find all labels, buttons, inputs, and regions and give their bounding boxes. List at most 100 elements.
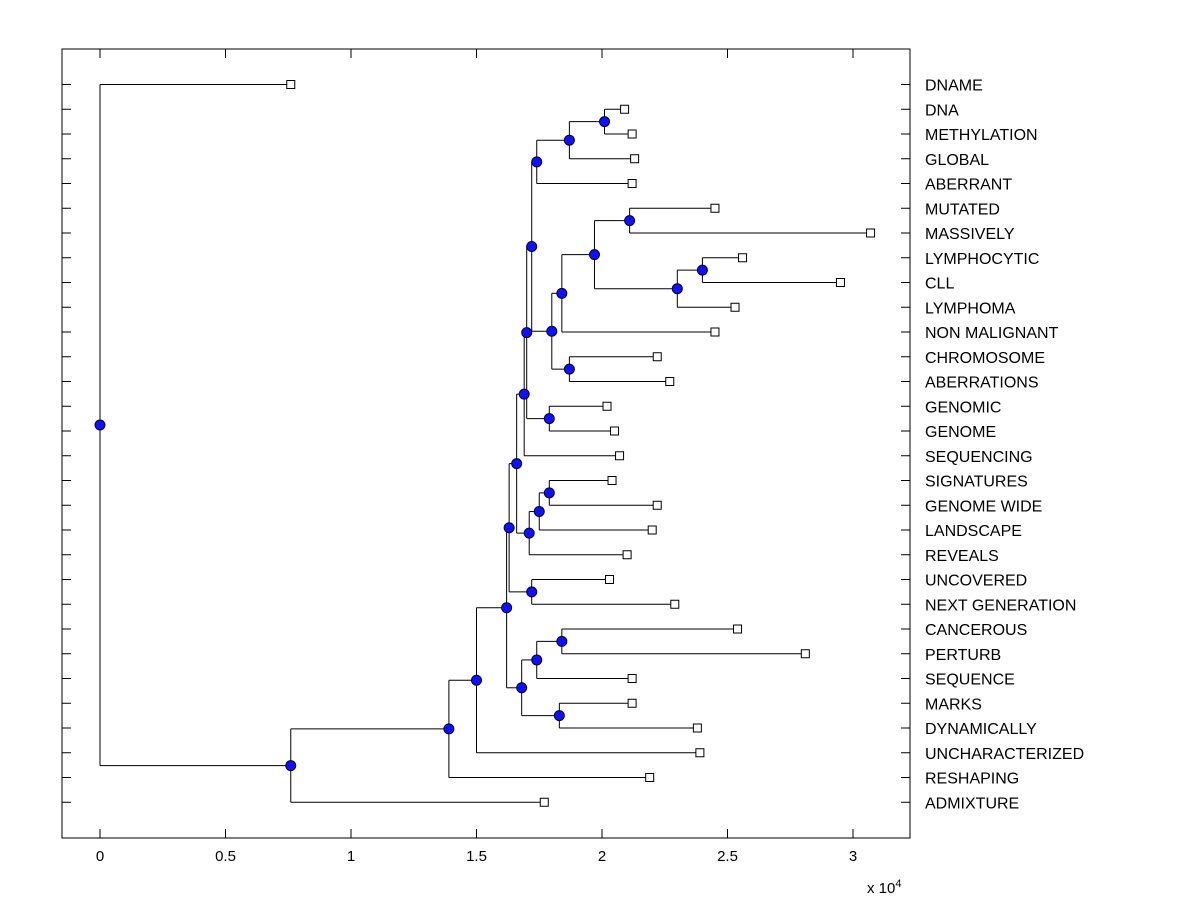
leaf-marker bbox=[695, 748, 705, 758]
x-tick-labels: 0 0.5 1 1.5 2 2.5 3 bbox=[96, 848, 857, 865]
leaf-marker bbox=[738, 253, 748, 263]
leaf-marker bbox=[647, 525, 657, 535]
internal-node bbox=[531, 654, 543, 666]
leaf-label: RESHAPING bbox=[925, 771, 1019, 788]
leaf-marker bbox=[286, 80, 296, 89]
leaf-label: CLL bbox=[925, 276, 954, 293]
internal-node bbox=[671, 283, 683, 295]
internal-node bbox=[624, 215, 636, 227]
leaf-label: PERTURB bbox=[925, 647, 1001, 664]
leaf-label: DYNAMICALLY bbox=[925, 721, 1037, 738]
internal-node bbox=[518, 388, 530, 400]
leaf-marker bbox=[539, 797, 549, 807]
x-tick-label: 2 bbox=[598, 848, 606, 865]
leaf-marker bbox=[627, 179, 637, 188]
leaf-label: DNA bbox=[925, 102, 959, 119]
leaf-label: UNCOVERED bbox=[925, 573, 1027, 590]
leaf-label: SEQUENCE bbox=[925, 672, 1015, 689]
leaf-label: UNCHARACTERIZED bbox=[925, 746, 1084, 763]
leaf-label: GENOMIC bbox=[925, 399, 1001, 416]
leaf-label: REVEALS bbox=[925, 548, 999, 565]
leaf-marker bbox=[605, 575, 615, 584]
x-tick-label: 0 bbox=[96, 848, 104, 865]
internal-node bbox=[563, 134, 575, 146]
leaf-marker bbox=[627, 129, 637, 139]
x-tick-label: 1.5 bbox=[466, 848, 487, 865]
internal-node bbox=[588, 249, 600, 261]
internal-node bbox=[526, 241, 538, 253]
internal-node bbox=[553, 710, 565, 722]
internal-node bbox=[516, 682, 528, 694]
leaf-marker bbox=[610, 426, 620, 436]
internal-node bbox=[543, 487, 555, 499]
leaf-label: GLOBAL bbox=[925, 152, 989, 169]
internal-node bbox=[443, 723, 455, 735]
internal-node bbox=[556, 287, 568, 299]
leaf-marker bbox=[645, 773, 655, 782]
leaf-label: DNAME bbox=[925, 78, 983, 95]
internal-nodes bbox=[94, 116, 708, 772]
leaf-marker bbox=[800, 649, 810, 659]
leaf-marker bbox=[602, 401, 612, 411]
leaf-marker bbox=[652, 352, 662, 362]
leaf-marker bbox=[710, 327, 720, 337]
leaf-label: ADMIXTURE bbox=[925, 795, 1019, 812]
leaf-label: CHROMOSOME bbox=[925, 350, 1045, 367]
plot-frame bbox=[61, 48, 911, 839]
internal-node bbox=[501, 602, 513, 614]
leaf-marker bbox=[652, 500, 662, 510]
internal-node bbox=[471, 674, 482, 686]
internal-node bbox=[523, 527, 535, 539]
internal-node bbox=[94, 419, 106, 431]
leaf-marker bbox=[710, 203, 720, 213]
leaf-label: METHYLATION bbox=[925, 127, 1038, 144]
leaf-label: MARKS bbox=[925, 696, 982, 713]
internal-node bbox=[556, 635, 568, 647]
leaf-label: NON MALIGNANT bbox=[925, 325, 1059, 342]
leaf-marker bbox=[730, 302, 740, 312]
leaf-marker bbox=[627, 674, 637, 683]
leaf-label: ABERRATIONS bbox=[925, 375, 1039, 392]
leaf-marker bbox=[692, 723, 702, 733]
x-tick-label: 1 bbox=[347, 848, 355, 865]
leaf-marker bbox=[627, 698, 637, 708]
internal-node bbox=[696, 264, 708, 276]
internal-node bbox=[521, 327, 533, 339]
leaf-label: SEQUENCING bbox=[925, 449, 1033, 466]
x-tick-label: 0.5 bbox=[215, 848, 236, 865]
x-tick-label: 2.5 bbox=[717, 848, 738, 865]
leaf-label: LANDSCAPE bbox=[925, 523, 1022, 540]
x-multiplier-exponent: 4 bbox=[895, 878, 901, 890]
leaf-marker bbox=[620, 104, 630, 114]
axis-ticks bbox=[62, 49, 910, 838]
leaf-markers bbox=[286, 80, 876, 807]
leaf-labels: DNAME DNA METHYLATION GLOBAL ABERRANT MUTATED… bbox=[925, 78, 1084, 813]
x-tick-label: 3 bbox=[849, 848, 857, 865]
leaf-marker bbox=[630, 154, 640, 164]
leaf-label: ABERRANT bbox=[925, 177, 1012, 194]
internal-node bbox=[531, 156, 543, 168]
leaf-label: MASSIVELY bbox=[925, 226, 1015, 243]
leaf-label: LYMPHOMA bbox=[925, 300, 1016, 317]
leaf-marker bbox=[835, 278, 845, 287]
internal-node bbox=[546, 325, 558, 337]
leaf-label: GENOME WIDE bbox=[925, 498, 1042, 515]
internal-node bbox=[599, 116, 611, 128]
internal-node bbox=[543, 413, 555, 425]
leaf-marker bbox=[733, 624, 743, 634]
leaf-marker bbox=[665, 377, 675, 386]
leaf-label: SIGNATURES bbox=[925, 474, 1028, 491]
leaf-marker bbox=[670, 599, 680, 609]
internal-node bbox=[533, 505, 545, 517]
leaf-label: GENOME bbox=[925, 424, 996, 441]
internal-node bbox=[511, 458, 523, 470]
internal-node bbox=[526, 586, 538, 598]
leaf-label: NEXT GENERATION bbox=[925, 597, 1076, 614]
x-multiplier-base: x 10 bbox=[867, 880, 895, 897]
leaf-marker bbox=[622, 550, 632, 560]
x-multiplier: x 104 bbox=[867, 878, 901, 897]
leaf-label: LYMPHOCYTIC bbox=[925, 251, 1039, 268]
internal-node bbox=[563, 363, 575, 375]
